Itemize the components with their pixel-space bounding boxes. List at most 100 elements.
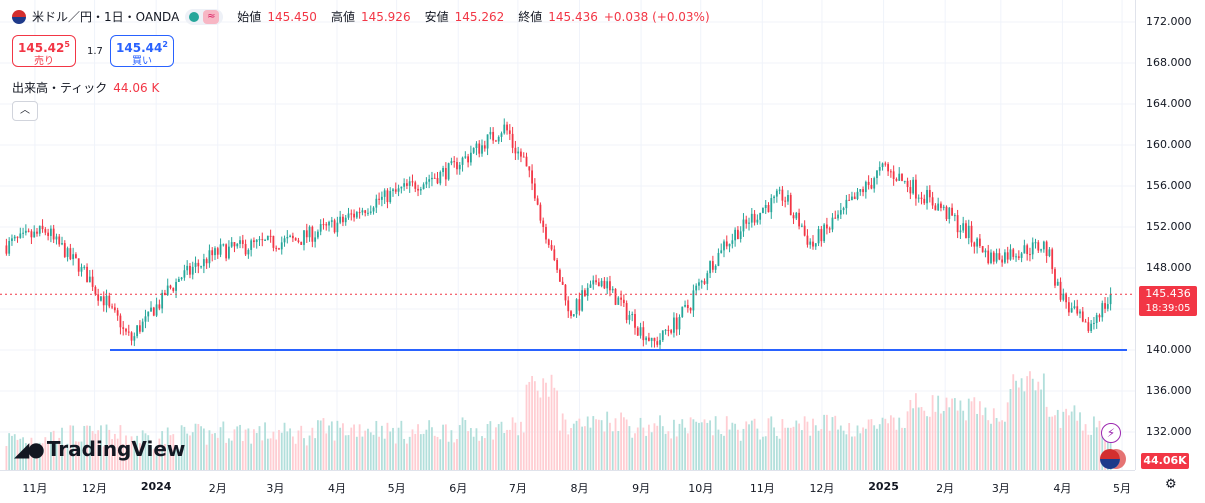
volume-bar bbox=[358, 424, 361, 470]
volume-bar bbox=[848, 423, 851, 470]
volume-bar bbox=[330, 421, 333, 470]
volume-bar bbox=[431, 427, 433, 470]
candle-body bbox=[920, 197, 923, 199]
volume-bar bbox=[253, 429, 255, 470]
volume-bar bbox=[36, 446, 38, 470]
volume-bars bbox=[5, 371, 1112, 470]
sell-button[interactable]: 145.425 売り bbox=[12, 35, 76, 67]
candle-body bbox=[764, 205, 767, 209]
candle-body bbox=[108, 295, 111, 307]
candle-body bbox=[667, 329, 670, 331]
volume-bar bbox=[970, 401, 973, 470]
candle-body bbox=[892, 171, 895, 179]
volume-bar bbox=[486, 424, 489, 470]
price-axis[interactable]: 172.000 168.000 164.000 160.000 156.000 152.0… bbox=[1135, 0, 1205, 470]
candle-body bbox=[303, 230, 305, 245]
candle-body bbox=[406, 183, 408, 186]
candle-body bbox=[848, 199, 851, 201]
time-tick: 5月 bbox=[1113, 482, 1132, 495]
volume-bar bbox=[49, 432, 52, 470]
low-value: 145.262 bbox=[454, 9, 505, 24]
status-pill[interactable]: ≈ bbox=[185, 8, 224, 25]
volume-bar bbox=[472, 436, 475, 470]
tradingview-logo[interactable]: ◢● TradingView bbox=[14, 437, 185, 461]
price-tick: 140.000 bbox=[1146, 343, 1192, 356]
volume-bar bbox=[1020, 378, 1023, 470]
candle-body bbox=[864, 181, 867, 193]
candle-body bbox=[967, 225, 970, 238]
candle-body bbox=[525, 156, 528, 167]
candle-body bbox=[770, 198, 773, 213]
volume-bar bbox=[1093, 416, 1095, 470]
candle-body bbox=[63, 243, 66, 257]
candle-body bbox=[581, 290, 584, 311]
candle-body bbox=[150, 307, 152, 312]
candle-body bbox=[186, 265, 189, 271]
volume-bar bbox=[992, 408, 995, 470]
candle-body bbox=[5, 245, 8, 254]
gear-icon[interactable]: ⚙ bbox=[1165, 477, 1177, 492]
volume-bar bbox=[717, 429, 720, 470]
volume-bar bbox=[1090, 434, 1093, 470]
volume-bar bbox=[94, 433, 97, 470]
volume-bar bbox=[1059, 427, 1062, 470]
candle-body bbox=[481, 145, 483, 154]
candle-body bbox=[22, 232, 24, 234]
volume-bar bbox=[244, 429, 247, 470]
volume-bar bbox=[756, 428, 759, 470]
volume-bar bbox=[425, 429, 428, 470]
volume-bar bbox=[1009, 389, 1012, 470]
volume-bar bbox=[965, 420, 967, 470]
candle-body bbox=[289, 235, 291, 237]
candle-body bbox=[1093, 322, 1095, 324]
candle-body bbox=[205, 259, 208, 264]
candle-body bbox=[1040, 249, 1042, 251]
symbol-legend[interactable]: 米ドル／円・1日・OANDA ≈ 始値 145.450 高値 145.926 安値 1… bbox=[12, 8, 710, 25]
volume-bar bbox=[1076, 420, 1079, 470]
candle-body bbox=[884, 163, 887, 165]
price-tick: 164.000 bbox=[1146, 97, 1192, 110]
volume-bar bbox=[931, 395, 934, 470]
us-flag-icon[interactable] bbox=[1100, 449, 1120, 469]
buy-button[interactable]: 145.442 買い bbox=[110, 35, 174, 67]
collapse-legend-button[interactable]: ︿ bbox=[12, 101, 38, 121]
candle-body bbox=[664, 329, 667, 331]
candle-body bbox=[614, 288, 617, 305]
candle-body bbox=[789, 194, 792, 216]
candle-body bbox=[122, 327, 125, 329]
candle-body bbox=[436, 177, 439, 184]
candle-body bbox=[634, 314, 636, 328]
volume-bar bbox=[83, 425, 86, 470]
candle-body bbox=[659, 340, 661, 345]
volume-legend[interactable]: 出来高・ティック 44.06 K bbox=[12, 79, 159, 96]
volume-bar bbox=[859, 433, 862, 470]
volume-bar bbox=[917, 407, 920, 470]
candle-body bbox=[447, 163, 450, 180]
candle-body bbox=[725, 241, 728, 247]
volume-bar bbox=[945, 397, 948, 470]
candle-body bbox=[489, 131, 492, 135]
volume-bar bbox=[294, 443, 297, 470]
volume-bar bbox=[725, 416, 728, 470]
candle-body bbox=[183, 270, 186, 278]
volume-bar bbox=[456, 439, 458, 470]
candle-body bbox=[492, 131, 495, 141]
candle-body bbox=[86, 266, 88, 283]
time-tick: 12月 bbox=[809, 482, 835, 495]
volume-bar bbox=[723, 435, 725, 470]
lightning-icon[interactable]: ⚡ bbox=[1101, 423, 1121, 443]
candle-body bbox=[820, 229, 823, 242]
volume-bar bbox=[436, 436, 439, 470]
candle-body bbox=[901, 173, 903, 181]
candlestick-chart[interactable] bbox=[0, 0, 1135, 470]
volume-bar bbox=[289, 428, 291, 470]
candle-body bbox=[862, 189, 864, 193]
volume-bar bbox=[369, 432, 372, 470]
candle-body bbox=[553, 249, 556, 260]
symbol-title[interactable]: 米ドル／円・1日・OANDA bbox=[32, 10, 180, 24]
volume-bar bbox=[1062, 411, 1065, 470]
chart-gridlines bbox=[0, 0, 1135, 470]
time-axis[interactable]: 11月 12月 2024 2月 3月 4月 5月 6月 7月 8月 9月 10月 11月 12月 2025 2… bbox=[0, 470, 1135, 503]
candle-body bbox=[308, 226, 311, 238]
volume-bar bbox=[773, 427, 775, 470]
